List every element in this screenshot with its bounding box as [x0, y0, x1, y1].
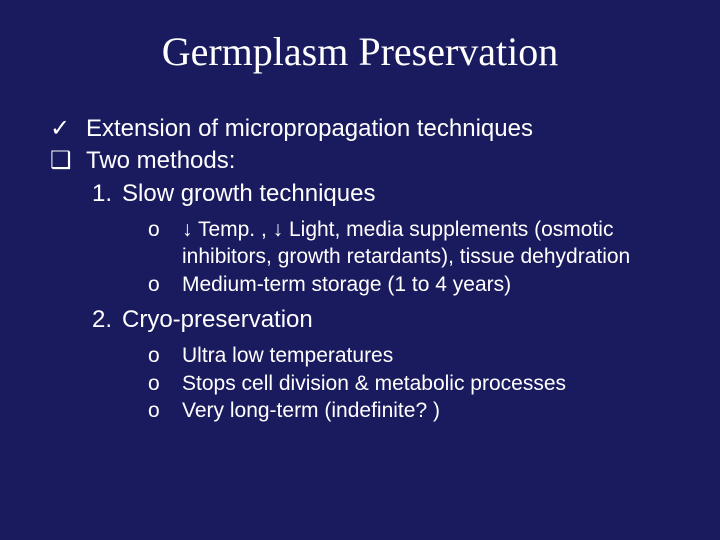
sub-item: o ↓ Temp. , ↓ Light, media supplements (…: [148, 216, 680, 271]
circle-icon: o: [148, 216, 176, 271]
item-number: 2.: [86, 304, 122, 336]
bullet-text: Two methods:: [86, 145, 235, 177]
sub-item: o Medium-term storage (1 to 4 years): [148, 271, 680, 298]
numbered-item: 1. Slow growth techniques: [86, 178, 680, 210]
circle-icon: o: [148, 342, 176, 369]
sub-item: o Very long-term (indefinite? ): [148, 397, 680, 424]
sub-text: Ultra low temperatures: [176, 342, 680, 369]
sub-item: o Stops cell division & metabolic proces…: [148, 370, 680, 397]
bullet-list: ✓ Extension of micropropagation techniqu…: [50, 113, 680, 178]
slide-title: Germplasm Preservation: [40, 28, 680, 75]
sub-text: Very long-term (indefinite? ): [176, 397, 680, 424]
circle-icon: o: [148, 397, 176, 424]
numbered-item: 2. Cryo-preservation: [86, 304, 680, 336]
item-text: Cryo-preservation: [122, 304, 313, 336]
check-icon: ✓: [50, 113, 86, 145]
bullet-text: Extension of micropropagation techniques: [86, 113, 533, 145]
circle-icon: o: [148, 370, 176, 397]
bullet-item: ❑ Two methods:: [50, 145, 680, 177]
bullet-item: ✓ Extension of micropropagation techniqu…: [50, 113, 680, 145]
square-icon: ❑: [50, 145, 86, 177]
numbered-list: 1. Slow growth techniques: [86, 178, 680, 210]
sub-text: Stops cell division & metabolic processe…: [176, 370, 680, 397]
circle-icon: o: [148, 271, 176, 298]
sub-list: o Ultra low temperatures o Stops cell di…: [148, 342, 680, 424]
sub-item: o Ultra low temperatures: [148, 342, 680, 369]
sub-text: Medium-term storage (1 to 4 years): [176, 271, 680, 298]
numbered-list: 2. Cryo-preservation: [86, 304, 680, 336]
item-number: 1.: [86, 178, 122, 210]
sub-list: o ↓ Temp. , ↓ Light, media supplements (…: [148, 216, 680, 298]
sub-text: ↓ Temp. , ↓ Light, media supplements (os…: [176, 216, 680, 271]
item-text: Slow growth techniques: [122, 178, 375, 210]
